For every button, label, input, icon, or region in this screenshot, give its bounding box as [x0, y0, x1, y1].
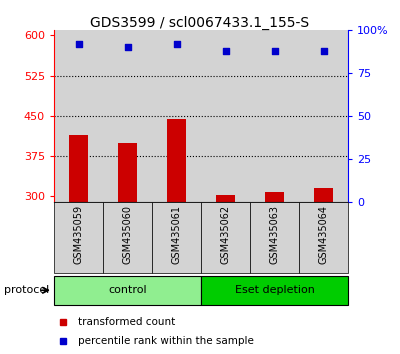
Bar: [299, 202, 348, 273]
Bar: [265, 192, 284, 202]
Bar: [314, 188, 333, 202]
Bar: [118, 143, 137, 202]
Text: GSM435061: GSM435061: [172, 205, 182, 264]
Text: percentile rank within the sample: percentile rank within the sample: [78, 336, 253, 346]
Text: GSM435064: GSM435064: [318, 205, 328, 264]
Bar: [201, 202, 250, 273]
Text: GSM435063: GSM435063: [270, 205, 280, 264]
Bar: [152, 202, 201, 273]
Bar: [250, 202, 299, 273]
Point: [124, 44, 131, 50]
Point: [271, 48, 278, 53]
Bar: [201, 276, 348, 304]
Bar: [103, 202, 152, 273]
Bar: [201, 30, 250, 202]
Point: [320, 48, 327, 53]
Text: control: control: [108, 285, 147, 295]
Bar: [167, 119, 186, 202]
Point: [173, 41, 180, 47]
Bar: [250, 30, 299, 202]
Text: GSM435062: GSM435062: [220, 205, 230, 264]
Text: GSM435059: GSM435059: [74, 205, 84, 264]
Text: GDS3599 / scl0067433.1_155-S: GDS3599 / scl0067433.1_155-S: [90, 16, 310, 30]
Text: GSM435060: GSM435060: [122, 205, 132, 264]
Bar: [152, 30, 201, 202]
Text: transformed count: transformed count: [78, 317, 175, 327]
Bar: [216, 195, 235, 202]
Bar: [54, 276, 201, 304]
Point: [222, 48, 229, 53]
Text: protocol: protocol: [4, 285, 49, 295]
Text: Eset depletion: Eset depletion: [234, 285, 314, 295]
Bar: [69, 135, 88, 202]
Bar: [103, 30, 152, 202]
Bar: [54, 30, 103, 202]
Bar: [299, 30, 348, 202]
Point: [75, 41, 82, 47]
Bar: [54, 202, 103, 273]
